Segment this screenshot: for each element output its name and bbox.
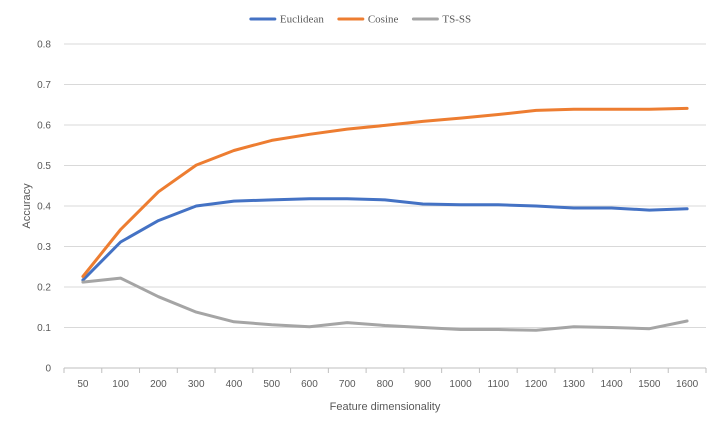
x-tick-label: 200 [150,379,167,390]
legend-item: TS-SS [411,14,471,26]
x-axis [63,367,707,373]
y-tick-label: 0.5 [37,161,51,172]
x-tick-label: 1300 [563,379,586,390]
x-tick-label: 600 [301,379,318,390]
y-axis-title: Accuracy [21,183,33,229]
x-tick-label: 800 [377,379,394,390]
y-tick-label: 0.6 [37,121,51,132]
series-lines [81,106,689,332]
x-tick-label: 900 [414,379,431,390]
x-tick-label: 1100 [488,379,510,390]
legend-item: Cosine [337,14,399,26]
x-axis-ticks: 50 100 200 300 400 500 600 700 800 900 1000 1100 120… [77,379,698,390]
y-tick-label: 0.2 [37,283,51,294]
x-tick-label: 400 [226,379,243,390]
x-tick-label: 1500 [638,379,661,390]
y-tick-label: 0.4 [37,202,51,213]
gridlines [64,43,706,328]
x-axis-title: Feature dimensionality [330,401,441,413]
legend-label: Euclidean [280,14,324,26]
x-tick-label: 1000 [449,379,472,390]
legend-label: TS-SS [442,14,471,26]
series-line-ts-ss [81,276,689,332]
series-line-cosine [81,106,689,278]
legend-item: Euclidean [249,14,324,26]
x-tick-label: 50 [77,379,89,390]
x-tick-label: 300 [188,379,205,390]
series-line-euclidean [81,197,689,282]
x-tick-label: 1200 [525,379,548,390]
x-tick-label: 1600 [676,379,699,390]
y-tick-label: 0 [45,364,51,375]
legend-label: Cosine [368,14,399,26]
y-tick-label: 0.7 [37,80,51,91]
y-tick-label: 0.3 [37,242,51,253]
y-tick-label: 0.1 [37,323,51,334]
x-tick-label: 500 [263,379,280,390]
y-tick-label: 0.8 [37,40,51,51]
x-tick-label: 700 [339,379,356,390]
y-axis-ticks: 0 0.1 0.2 0.3 0.4 0.5 0.6 0.7 0.8 [37,40,51,375]
x-tick-label: 100 [112,379,129,390]
x-tick-label: 1400 [600,379,623,390]
legend: Euclidean Cosine TS-SS [249,14,471,26]
